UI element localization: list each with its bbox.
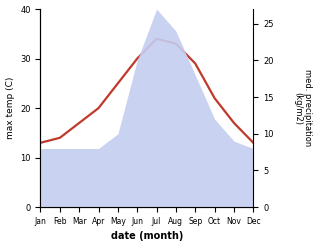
Y-axis label: med. precipitation
(kg/m2): med. precipitation (kg/m2): [293, 69, 313, 147]
X-axis label: date (month): date (month): [111, 231, 183, 242]
Y-axis label: max temp (C): max temp (C): [5, 77, 15, 139]
